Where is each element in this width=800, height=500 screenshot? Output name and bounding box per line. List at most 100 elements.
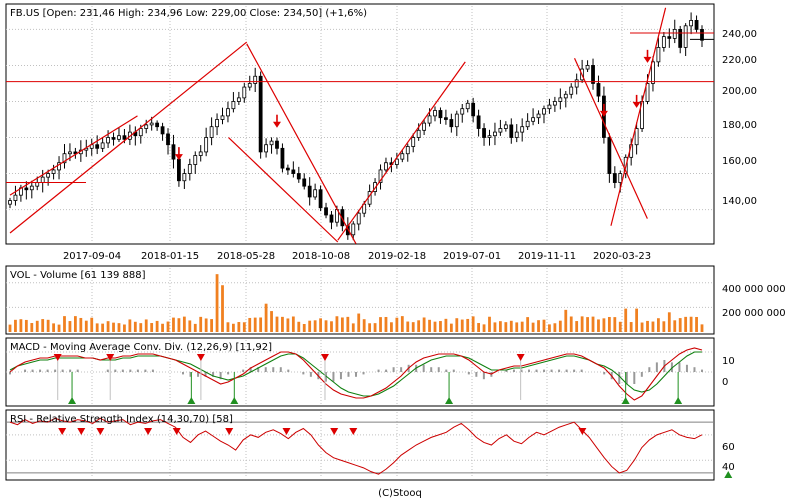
volume-bar: [673, 320, 677, 332]
volume-bar: [586, 317, 589, 332]
candle-body: [465, 102, 470, 110]
macd-signal-line: [9, 351, 702, 397]
volume-bar: [471, 316, 475, 332]
volume-bar: [14, 319, 17, 332]
rsi-title: RSI - Relative Strength Index (14,30,70)…: [10, 414, 233, 425]
sell-signal-marker: [282, 428, 291, 435]
volume-bar: [248, 317, 252, 332]
x-tick-label: 2018-10-08: [292, 251, 350, 262]
volume-bar: [384, 316, 388, 332]
candle-body: [204, 137, 209, 153]
candle-body: [51, 169, 56, 174]
volume-bar: [8, 324, 12, 332]
volume-bar: [242, 322, 246, 332]
candle-body: [177, 158, 181, 182]
candle-body: [552, 101, 557, 106]
volume-bar: [226, 322, 230, 332]
sell-signal-marker: [578, 428, 587, 435]
candle-body: [427, 115, 432, 124]
candle-body: [35, 182, 40, 187]
volume-bar: [291, 316, 295, 332]
candle-body: [57, 162, 61, 171]
volume-bar: [591, 316, 595, 332]
volume-bar: [128, 319, 132, 332]
volume-bar: [493, 322, 497, 332]
volume-bar: [488, 316, 491, 332]
candle-body: [269, 140, 274, 146]
sell-signal-marker: [106, 354, 115, 361]
candle-body: [569, 86, 574, 95]
candle-body: [111, 137, 116, 140]
candle-body: [651, 61, 655, 84]
sell-signal-marker: [330, 428, 339, 435]
candle-body: [351, 223, 356, 236]
buy-signal-marker: [674, 397, 683, 404]
volume-bar: [95, 323, 99, 332]
volume-bar: [558, 320, 562, 332]
sell-arrow-head: [174, 154, 183, 161]
volume-bar: [569, 316, 573, 332]
volume-bar: [351, 323, 355, 332]
volume-bar: [68, 321, 72, 332]
candle-body: [591, 65, 595, 84]
candle-body: [400, 153, 405, 160]
candle-body: [542, 108, 546, 115]
candle-body: [449, 119, 454, 128]
macd-series: [9, 347, 703, 404]
footer-copyright: (C)Stooq: [378, 488, 422, 499]
candle-body: [73, 151, 78, 155]
volume-tick-label: 200 000 000: [722, 308, 786, 319]
volume-bar: [275, 316, 279, 332]
trendline: [228, 137, 339, 243]
volume-bar: [259, 317, 263, 332]
volume-bar: [84, 320, 88, 332]
volume-bar: [433, 321, 437, 332]
candle-body: [215, 119, 219, 128]
rsi-tick-label: 60: [722, 442, 735, 453]
volume-bar: [684, 316, 688, 332]
volume-bar: [357, 313, 361, 332]
candle-body: [264, 144, 268, 153]
candle-body: [694, 20, 699, 30]
volume-bar: [564, 309, 568, 332]
volume-bar: [406, 321, 410, 332]
candle-body: [634, 128, 639, 146]
volume-bar: [155, 320, 159, 332]
volume-bar: [390, 322, 393, 332]
volume-bar: [24, 319, 28, 332]
volume-bar: [411, 322, 415, 332]
candle-body: [482, 128, 486, 138]
x-tick-label: 2019-11-11: [518, 251, 576, 262]
volume-bar: [444, 318, 448, 332]
candle-body: [683, 25, 688, 48]
candle-body: [100, 142, 105, 149]
candle-body: [318, 189, 323, 209]
rsi-series: [9, 417, 733, 478]
sell-signal-marker: [516, 354, 525, 361]
candle-body: [182, 173, 187, 182]
volume-bar: [640, 322, 644, 332]
volume-bar: [618, 321, 622, 332]
candle-body: [29, 185, 34, 191]
volume-bar: [150, 323, 154, 332]
volume-bar: [395, 317, 399, 332]
buy-signal-marker: [187, 397, 196, 404]
macd-title: MACD - Moving Average Conv. Div. (12,26,…: [10, 342, 272, 353]
sell-signal-marker: [225, 428, 234, 435]
volume-bar: [324, 320, 328, 332]
candle-body: [607, 137, 612, 174]
volume-bar: [41, 319, 45, 332]
volume-bar: [340, 317, 344, 332]
candle-body: [618, 173, 623, 183]
volume-bar: [177, 318, 181, 332]
volume-bar: [139, 323, 143, 332]
candle-body: [285, 167, 290, 171]
candle-body: [487, 135, 492, 138]
x-tick-label: 2019-07-01: [443, 251, 501, 262]
volume-bar: [537, 320, 540, 332]
candle-body: [493, 131, 497, 137]
candle-body: [525, 120, 530, 128]
candle-body: [411, 137, 416, 147]
buy-signal-marker: [445, 397, 454, 404]
volume-bar: [373, 323, 377, 332]
